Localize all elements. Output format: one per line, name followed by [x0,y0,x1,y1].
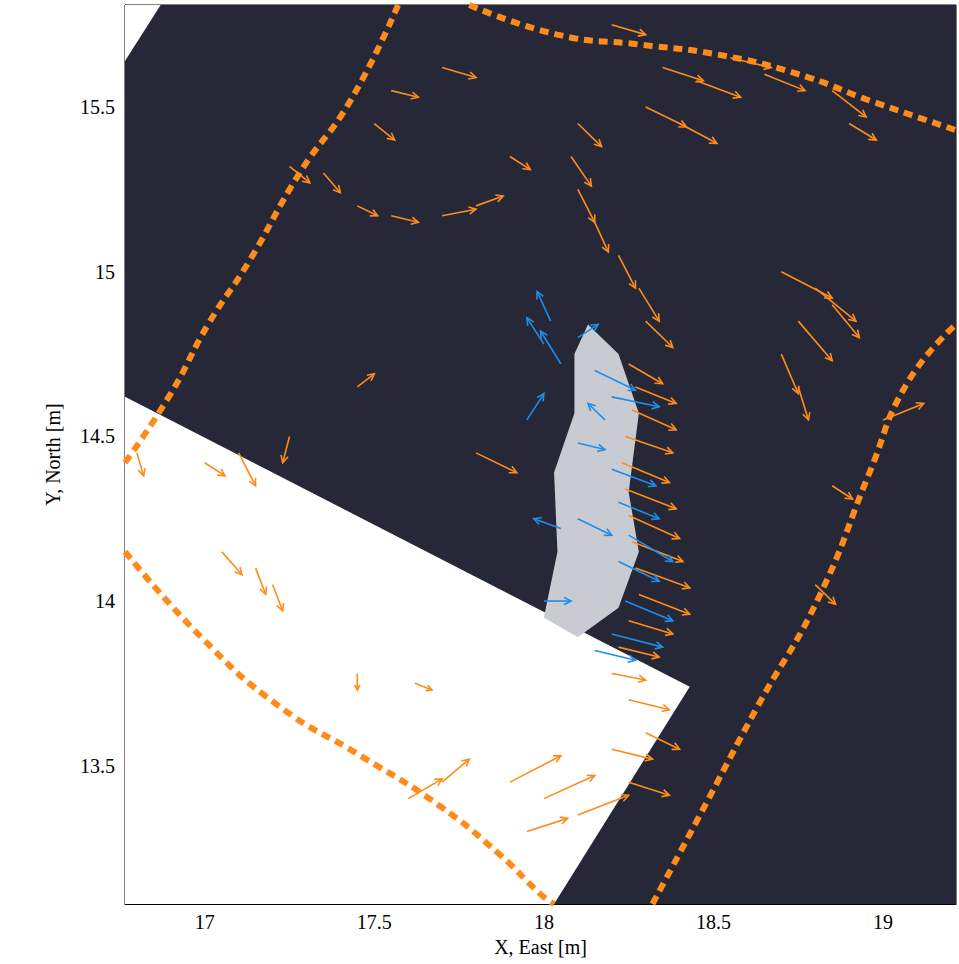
svg-text:14: 14 [95,590,115,612]
svg-text:17: 17 [195,911,215,933]
svg-text:15.5: 15.5 [80,96,115,118]
svg-text:Y, North [m]: Y, North [m] [42,403,64,505]
svg-text:17.5: 17.5 [357,911,392,933]
svg-text:18.5: 18.5 [696,911,731,933]
svg-text:15: 15 [95,261,115,283]
svg-text:19: 19 [873,911,893,933]
svg-text:14.5: 14.5 [80,425,115,447]
svg-text:18: 18 [534,911,554,933]
svg-text:X, East [m]: X, East [m] [494,936,587,958]
svg-text:13.5: 13.5 [80,755,115,777]
